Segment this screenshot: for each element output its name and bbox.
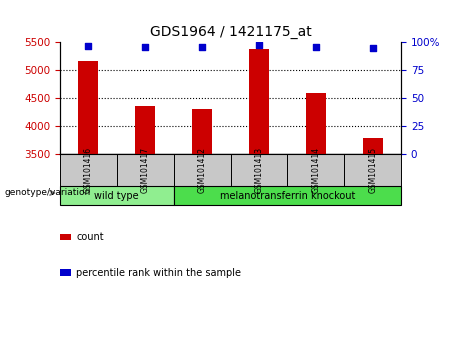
- Bar: [78, 61, 98, 154]
- Text: melanotransferrin knockout: melanotransferrin knockout: [220, 191, 355, 201]
- Title: GDS1964 / 1421175_at: GDS1964 / 1421175_at: [150, 25, 311, 39]
- Text: GSM101412: GSM101412: [198, 147, 207, 193]
- Bar: [117, 154, 174, 186]
- Point: [369, 45, 376, 51]
- Bar: [60, 154, 117, 186]
- Text: GSM101414: GSM101414: [311, 147, 320, 193]
- Bar: [192, 109, 212, 154]
- Bar: [135, 106, 155, 154]
- Text: wild type: wild type: [95, 191, 139, 201]
- Bar: [306, 93, 326, 154]
- Point: [198, 44, 206, 50]
- Bar: [363, 138, 383, 154]
- Bar: [60, 186, 174, 205]
- Text: GSM101415: GSM101415: [368, 147, 377, 193]
- Text: genotype/variation: genotype/variation: [5, 188, 91, 198]
- Point: [255, 42, 263, 47]
- Point: [312, 44, 319, 50]
- Bar: [344, 154, 401, 186]
- Text: GSM101416: GSM101416: [84, 147, 93, 193]
- Text: GSM101413: GSM101413: [254, 147, 263, 193]
- Bar: [174, 154, 230, 186]
- Bar: [249, 49, 269, 154]
- Text: count: count: [76, 232, 104, 242]
- Point: [85, 43, 92, 48]
- Text: GSM101417: GSM101417: [141, 147, 150, 193]
- Point: [142, 44, 149, 50]
- Bar: [174, 186, 401, 205]
- Bar: [230, 154, 287, 186]
- Text: percentile rank within the sample: percentile rank within the sample: [76, 268, 241, 278]
- Bar: [287, 154, 344, 186]
